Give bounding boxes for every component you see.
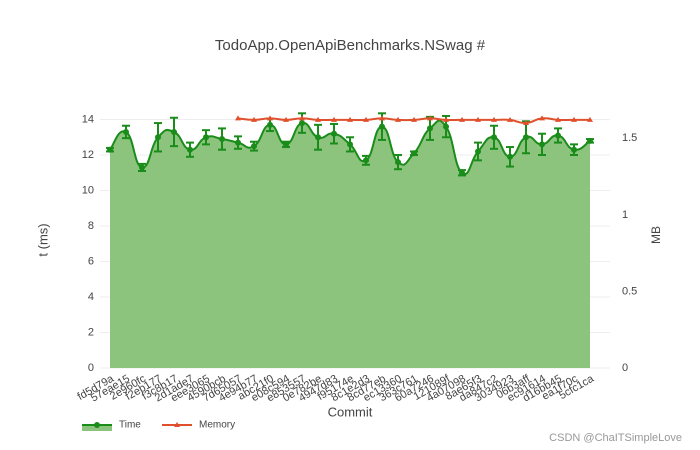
marker — [171, 128, 177, 135]
marker — [363, 157, 369, 164]
marker — [459, 169, 465, 176]
area — [110, 120, 590, 368]
marker — [123, 128, 129, 135]
marker — [411, 150, 417, 157]
marker — [267, 115, 273, 121]
marker — [283, 141, 289, 148]
y-tick-label: 0 — [88, 362, 94, 374]
legend-marker — [94, 422, 100, 428]
marker — [491, 134, 497, 141]
y2-tick-label: 1 — [622, 209, 628, 221]
marker — [235, 115, 241, 121]
marker — [283, 116, 289, 122]
marker — [507, 153, 513, 160]
marker — [587, 137, 593, 144]
marker — [187, 146, 193, 153]
marker — [523, 119, 529, 125]
marker — [331, 116, 337, 122]
marker — [251, 116, 257, 122]
y2-tick-label: 1.5 — [622, 132, 637, 144]
y2-tick-label: 0.5 — [622, 285, 637, 297]
marker — [315, 116, 321, 122]
marker — [491, 116, 497, 122]
marker — [251, 143, 257, 150]
marker — [139, 164, 145, 171]
y-tick-label: 10 — [82, 184, 94, 196]
y-tick-label: 12 — [82, 149, 94, 161]
marker — [459, 116, 465, 122]
marker — [203, 134, 209, 141]
y-tick-label: 8 — [88, 220, 94, 232]
marker — [539, 141, 545, 148]
marker — [235, 139, 241, 146]
legend-label: Memory — [199, 420, 235, 431]
marker — [299, 120, 305, 127]
y2-tick-label: 0 — [622, 362, 628, 374]
marker — [571, 146, 577, 153]
marker — [219, 136, 225, 143]
marker — [523, 134, 529, 141]
marker — [155, 134, 161, 141]
y-tick-label: 4 — [88, 291, 94, 303]
marker — [571, 116, 577, 122]
x-axis-title: Commit — [328, 404, 373, 419]
marker — [379, 115, 385, 121]
marker — [379, 123, 385, 130]
marker — [443, 116, 449, 122]
y-axis-title: t (ms) — [35, 223, 50, 256]
marker — [347, 141, 353, 148]
y2-axis-title: MB — [649, 226, 663, 244]
marker — [267, 121, 273, 128]
marker — [475, 116, 481, 122]
marker — [443, 123, 449, 130]
x-tick-label: 5cfc1ca — [557, 372, 597, 402]
marker — [363, 116, 369, 122]
marker — [507, 116, 513, 122]
watermark: CSDN @ChaITSimpleLove — [549, 432, 682, 444]
legend-label: Time — [119, 420, 141, 431]
marker — [587, 116, 593, 122]
y-tick-label: 14 — [82, 113, 94, 125]
marker — [347, 116, 353, 122]
marker — [107, 146, 113, 153]
marker — [427, 115, 433, 121]
marker — [331, 130, 337, 137]
marker — [395, 116, 401, 122]
marker — [411, 116, 417, 122]
marker — [475, 148, 481, 155]
marker — [427, 125, 433, 132]
y-tick-label: 2 — [88, 326, 94, 338]
legend-item: Memory — [162, 420, 235, 431]
marker — [555, 116, 561, 122]
marker — [395, 159, 401, 166]
marker — [315, 134, 321, 141]
legend-item: Time — [82, 420, 141, 431]
legend-marker — [174, 422, 180, 427]
chart-title: TodoApp.OpenApiBenchmarks.NSwag # — [215, 37, 486, 54]
marker — [539, 115, 545, 121]
marker — [299, 115, 305, 121]
marker — [555, 132, 561, 139]
y-tick-label: 6 — [88, 255, 94, 267]
